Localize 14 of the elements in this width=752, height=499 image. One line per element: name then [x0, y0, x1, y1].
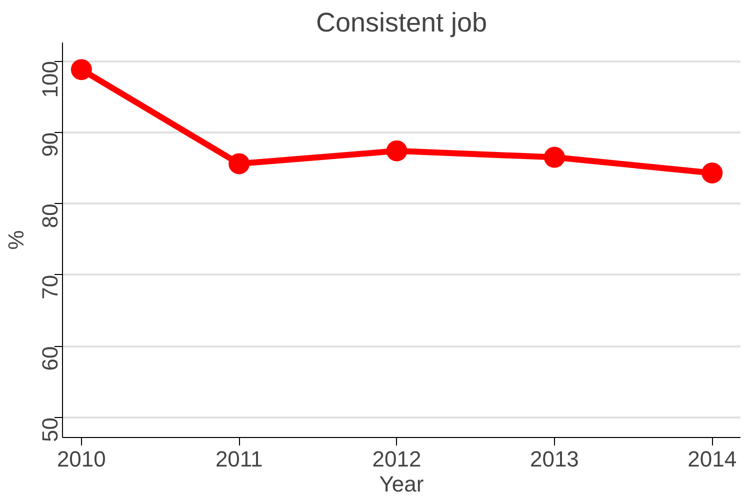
x-tick-label: 2013 [530, 446, 579, 472]
y-tick-label: 100 [38, 61, 62, 98]
chart-title: Consistent job [316, 8, 488, 38]
x-tick-label: 2011 [215, 446, 263, 472]
y-tick-label: 60 [38, 346, 62, 371]
x-tick-label: 2014 [688, 446, 737, 472]
y-axis-title: % [4, 230, 28, 250]
x-tick-label: 2010 [56, 446, 106, 472]
y-tick-label: 70 [38, 274, 62, 300]
x-tick-label: 2012 [372, 446, 422, 472]
y-tick-label: 90 [38, 132, 62, 157]
y-tick-label: 80 [38, 204, 62, 228]
y-tick-label: 50 [38, 418, 62, 442]
x-axis-title: Year [379, 472, 424, 496]
